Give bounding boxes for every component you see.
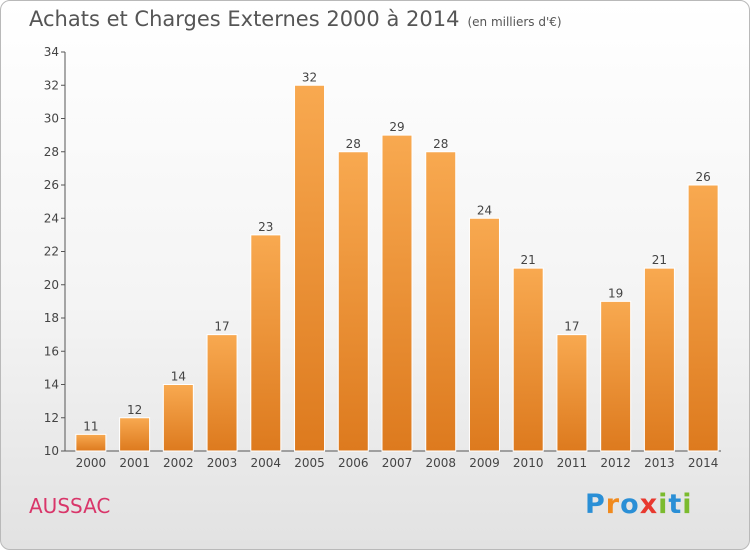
x-tick-label: 2005 — [294, 456, 325, 470]
proxiti-logo: Proxiti — [585, 489, 693, 520]
logo-letter: t — [668, 489, 683, 520]
data-label: 28 — [433, 137, 448, 151]
x-tick-label: 2003 — [207, 456, 238, 470]
x-tick-label: 2009 — [469, 456, 500, 470]
y-tick-label: 16 — [44, 344, 59, 358]
bar — [337, 151, 369, 452]
data-label: 29 — [389, 120, 404, 134]
data-label: 32 — [302, 70, 317, 84]
x-tick-label: 2014 — [688, 456, 719, 470]
bar — [294, 84, 326, 452]
data-label: 12 — [127, 403, 142, 417]
axes: 10 12 14 16 18 20 22 24 26 28 30 32 34 2000 2001 2002 20… — [44, 45, 721, 470]
x-tick-label: 2008 — [425, 456, 456, 470]
bar — [600, 300, 632, 452]
bar — [250, 234, 282, 452]
chart-subtitle: (en milliers d'€) — [467, 15, 562, 29]
logo-letter: i — [658, 489, 669, 520]
bar — [119, 417, 151, 452]
data-label: 14 — [171, 370, 186, 384]
y-tick-label: 28 — [44, 145, 59, 159]
x-tick-label: 2012 — [600, 456, 631, 470]
y-tick-label: 12 — [44, 411, 59, 425]
x-tick-label: 2007 — [382, 456, 413, 470]
data-label: 23 — [258, 220, 273, 234]
x-tick-label: 2011 — [557, 456, 588, 470]
x-tick-label: 2000 — [76, 456, 107, 470]
data-label: 28 — [346, 137, 361, 151]
bar — [556, 334, 588, 452]
y-tick-label: 24 — [44, 211, 59, 225]
data-labels: 11 12 14 17 23 32 28 29 28 24 21 17 19 21 26 — [83, 70, 711, 433]
bars — [75, 84, 719, 452]
y-tick-label: 30 — [44, 112, 59, 126]
y-tick-label: 34 — [44, 45, 59, 59]
bar — [643, 267, 675, 452]
y-tick-label: 26 — [44, 178, 59, 192]
bar — [75, 433, 107, 452]
data-label: 17 — [214, 320, 229, 334]
logo-letter: x — [639, 489, 659, 520]
bar — [162, 384, 194, 452]
x-tick-label: 2001 — [119, 456, 150, 470]
data-label: 11 — [83, 419, 98, 433]
data-label: 24 — [477, 203, 492, 217]
logo-letter: P — [585, 489, 606, 520]
bar — [425, 151, 457, 452]
data-label: 26 — [695, 170, 710, 184]
logo-letter: i — [682, 489, 693, 520]
y-tick-label: 10 — [44, 444, 59, 458]
y-tick-label: 18 — [44, 311, 59, 325]
title-text: Achats et Charges Externes 2000 à 2014 — [29, 7, 460, 31]
data-label: 17 — [564, 320, 579, 334]
x-tick-label: 2010 — [513, 456, 544, 470]
data-label: 19 — [608, 286, 623, 300]
bar — [687, 184, 719, 452]
x-tick-label: 2006 — [338, 456, 369, 470]
data-label: 21 — [521, 253, 536, 267]
y-tick-label: 20 — [44, 278, 59, 292]
bar — [381, 134, 413, 452]
logo-letter: o — [620, 489, 640, 520]
x-tick-label: 2002 — [163, 456, 194, 470]
data-label: 21 — [652, 253, 667, 267]
y-tick-label: 14 — [44, 378, 59, 392]
y-tick-label: 22 — [44, 245, 59, 259]
bar — [468, 217, 500, 452]
place-name: AUSSAC — [29, 494, 111, 518]
bar — [206, 334, 238, 452]
logo-letter: r — [605, 489, 621, 520]
chart-title: Achats et Charges Externes 2000 à 2014 (e… — [29, 7, 562, 31]
y-tick-label: 32 — [44, 78, 59, 92]
x-tick-label: 2004 — [251, 456, 282, 470]
bar — [512, 267, 544, 452]
x-tick-label: 2013 — [644, 456, 675, 470]
